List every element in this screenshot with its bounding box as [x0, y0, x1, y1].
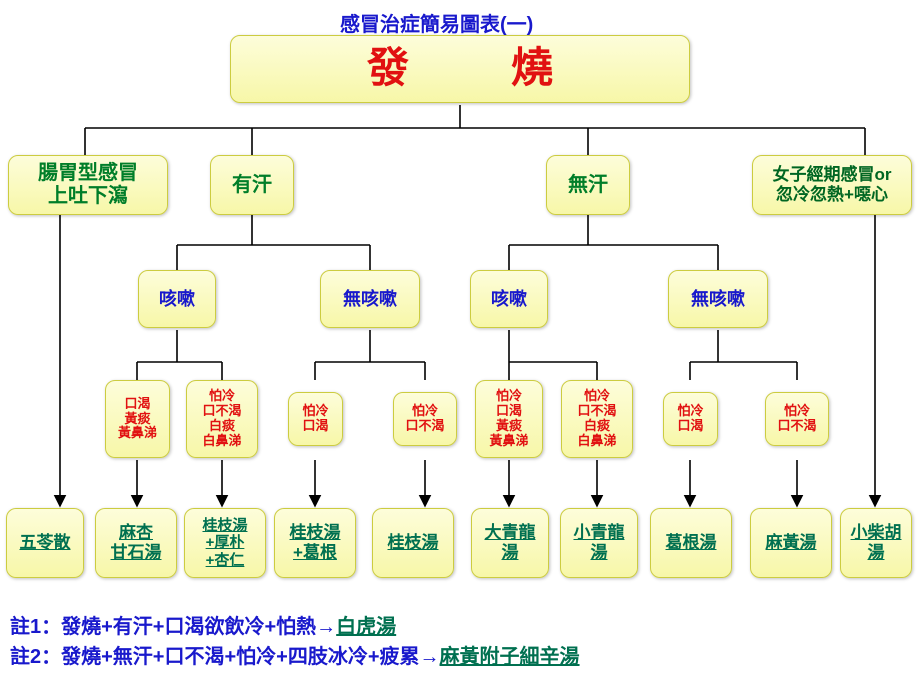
node-gi-cold: 腸胃型感冒 上吐下瀉 — [8, 155, 168, 215]
note-1-pre: 註1：發燒+有汗+口渴欲飲冷+怕熱→ — [10, 616, 336, 638]
node-wh-nocough: 無咳嗽 — [668, 270, 768, 328]
wh-wks: 無咳嗽 — [691, 289, 745, 310]
sym-2: 怕冷 口不渴 白痰 白鼻涕 — [186, 380, 258, 458]
node-youhan: 有汗 — [210, 155, 294, 215]
node-yh-cough: 咳嗽 — [138, 270, 216, 328]
sym-6: 怕冷 口不渴 白痰 白鼻涕 — [561, 380, 633, 458]
rx-guizhi-gegen[interactable]: 桂枝湯 +葛根 — [274, 508, 356, 578]
yh-label: 有汗 — [232, 174, 272, 197]
node-wuhan: 無汗 — [546, 155, 630, 215]
rx-xiaochaihu[interactable]: 小柴胡 湯 — [840, 508, 912, 578]
wh-label: 無汗 — [568, 174, 608, 197]
sym-8: 怕冷 口不渴 — [765, 392, 829, 446]
yh-ks: 咳嗽 — [159, 289, 195, 310]
fem-line1: 女子經期感冒or — [773, 165, 892, 185]
sym-1: 口渴 黃痰 黃鼻涕 — [105, 380, 170, 458]
fem-line2: 忽冷忽熱+噁心 — [776, 185, 888, 205]
sym-4: 怕冷 口不渴 — [393, 392, 457, 446]
node-yh-nocough: 無咳嗽 — [320, 270, 420, 328]
chart-title: 感冒治症簡易圖表(一) — [340, 8, 533, 37]
wh-ks: 咳嗽 — [491, 289, 527, 310]
yh-wks: 無咳嗽 — [343, 289, 397, 310]
sym-3: 怕冷 口渴 — [288, 392, 343, 446]
note-2-ul: 麻黃附子細辛湯 — [440, 646, 580, 668]
note-2: 註2：發燒+無汗+口不渴+怕冷+四肢冰冷+疲累→麻黃附子細辛湯 — [10, 640, 580, 669]
sym-5: 怕冷 口渴 黃痰 黃鼻涕 — [475, 380, 543, 458]
rx-xiaoqinglong[interactable]: 小青龍 湯 — [560, 508, 638, 578]
note-1: 註1：發燒+有汗+口渴欲飲冷+怕熱→白虎湯 — [10, 610, 396, 639]
rx-guizhi[interactable]: 桂枝湯 — [372, 508, 454, 578]
gi-line2: 上吐下瀉 — [48, 185, 128, 208]
rx-guizhi-houpo[interactable]: 桂枝湯 +厚朴 +杏仁 — [184, 508, 266, 578]
note-1-ul: 白虎湯 — [336, 616, 396, 638]
gi-line1: 腸胃型感冒 — [38, 162, 138, 185]
note-2-pre: 註2：發燒+無汗+口不渴+怕冷+四肢冰冷+疲累→ — [10, 646, 440, 668]
edge-layer — [0, 0, 920, 690]
rx-daqinglong[interactable]: 大青龍 湯 — [471, 508, 549, 578]
rx-mahuang[interactable]: 麻黃湯 — [750, 508, 832, 578]
node-root: 發 燒 — [230, 35, 690, 103]
rx-wuling[interactable]: 五苓散 — [6, 508, 84, 578]
rx-maxing[interactable]: 麻杏 甘石湯 — [95, 508, 177, 578]
rx-gegen[interactable]: 葛根湯 — [650, 508, 732, 578]
sym-7: 怕冷 口渴 — [663, 392, 718, 446]
node-wh-cough: 咳嗽 — [470, 270, 548, 328]
node-female-cold: 女子經期感冒or 忽冷忽熱+噁心 — [752, 155, 912, 215]
root-label: 發 燒 — [337, 45, 583, 93]
